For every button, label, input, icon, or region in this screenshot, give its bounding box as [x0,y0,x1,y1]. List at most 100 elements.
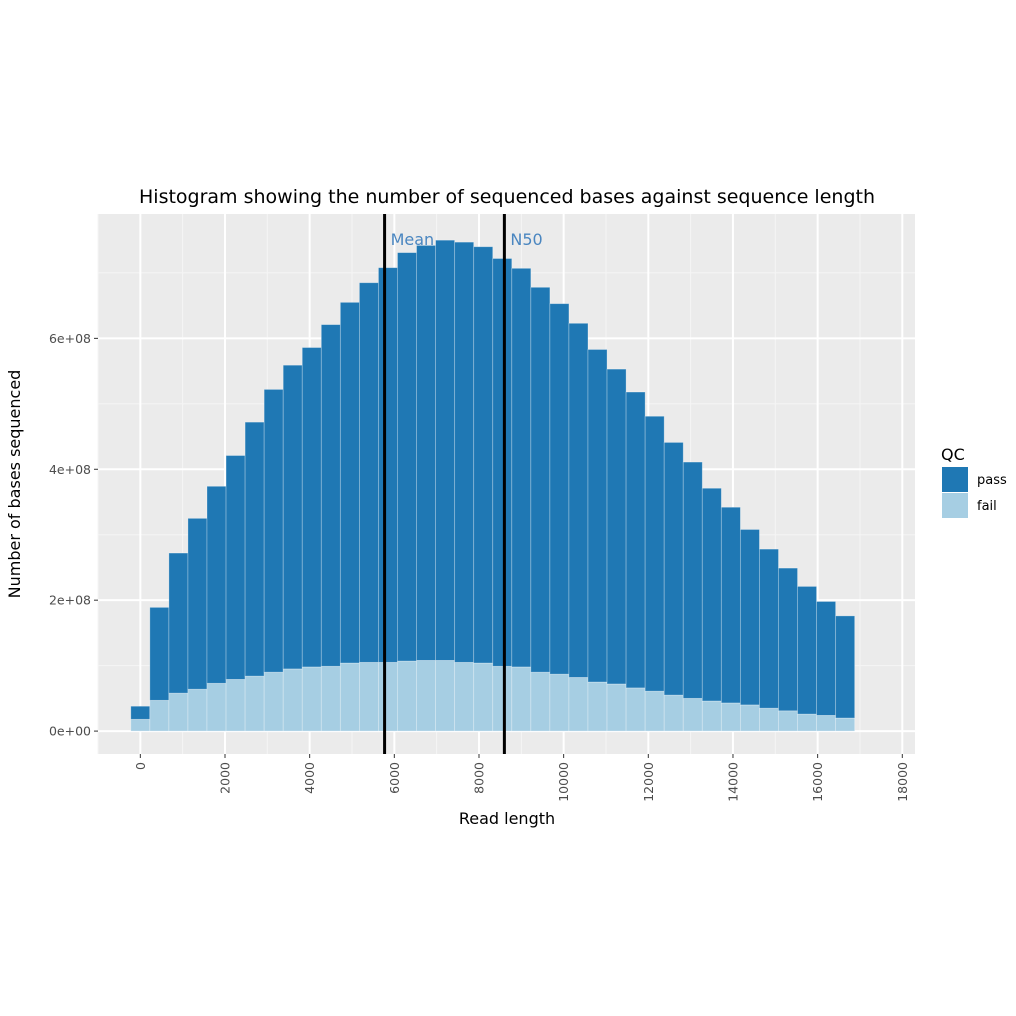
bar-pass [549,303,570,675]
chart-title: Histogram showing the number of sequence… [139,186,875,208]
bar-pass [320,324,341,667]
bar-fail [511,666,532,732]
x-tick-label: 18000 [895,762,910,802]
bar-fail [301,666,322,732]
vline-label-n50: N50 [510,230,542,249]
bar-pass [378,267,398,663]
x-tick-label: 8000 [471,762,486,794]
bar-fail [835,717,856,732]
bars [130,239,856,732]
x-axis-title: Read length [459,809,555,828]
bar-fail [149,699,170,732]
x-tick-label: 0 [133,762,148,770]
bar-pass [225,455,246,680]
bar-fail [759,707,779,732]
bar-pass [244,421,265,677]
bar-pass [797,586,817,715]
bar-pass [530,286,551,673]
y-tick-label: 4e+08 [49,462,91,477]
x-tick-label: 6000 [387,762,402,794]
bar-pass [568,322,589,678]
bar-fail [378,661,398,732]
bar-pass [720,506,741,704]
bar-fail [739,704,760,732]
bar-pass [397,252,417,662]
bar-fail [492,665,513,732]
bar-pass [168,552,189,694]
x-tick-label: 16000 [810,762,825,802]
bar-pass [263,389,284,673]
bar-pass [206,485,227,684]
bar-pass [511,267,532,668]
x-axis: 0 2000 4000 6000 8000 10000 12000 14000 16000 180… [133,754,910,802]
reference-lines: Mean N50 [383,214,543,754]
bar-fail [397,660,417,732]
vline-label-mean: Mean [391,230,435,249]
bar-pass [778,567,798,712]
bar-fail [797,713,817,732]
bar-fail [816,714,837,732]
bar-fail [720,702,741,732]
bar-pass [454,241,475,663]
bar-fail [587,681,608,732]
bar-pass [130,705,151,720]
y-axis-title: Number of bases sequenced [5,370,24,599]
bar-pass [835,615,856,719]
bar-pass [816,601,837,716]
x-tick-label: 10000 [556,762,571,802]
bar-pass [149,606,170,701]
x-tick-label: 12000 [641,762,656,802]
bar-fail [701,700,722,732]
bar-pass [339,301,360,664]
legend-label-fail: fail [977,499,997,514]
bar-pass [492,258,513,667]
bar-fail [625,687,646,732]
legend-swatch-fail [942,493,968,518]
bar-pass [739,529,760,706]
bar-fail [282,668,303,732]
bar-fail [435,660,456,732]
bar-fail [454,661,475,732]
bar-fail [473,662,494,732]
bar-pass [606,368,627,685]
bar-fail [530,671,551,732]
bar-fail [682,697,703,732]
bar-pass [435,239,456,661]
bar-fail [416,660,436,732]
bar-pass [473,246,494,664]
bar-pass [759,548,779,709]
y-tick-label: 0e+00 [49,724,91,739]
bar-pass [625,391,646,689]
bar-fail [778,710,798,732]
bar-fail [187,688,208,732]
bar-fail [225,678,246,732]
x-tick-label: 14000 [725,762,740,802]
bar-fail [339,662,360,732]
bar-pass [416,245,436,661]
bar-fail [568,677,589,732]
bar-fail [263,671,284,732]
legend: QC pass fail [941,445,1007,518]
bar-fail [606,683,627,732]
bar-pass [663,442,684,696]
legend-title: QC [941,445,965,464]
bar-pass [682,461,703,699]
y-tick-label: 2e+08 [49,593,91,608]
legend-label-pass: pass [977,473,1007,488]
bar-pass [701,487,722,702]
bar-fail [130,718,151,732]
bar-pass [282,364,303,670]
bar-fail [549,673,570,732]
bar-fail [168,692,189,732]
y-tick-label: 6e+08 [49,331,91,346]
bar-pass [358,282,379,663]
x-tick-label: 4000 [302,762,317,794]
bar-fail [644,690,665,732]
legend-swatch-pass [942,467,968,492]
bar-pass [587,349,608,683]
bar-fail [358,661,379,732]
bar-fail [206,682,227,732]
x-tick-label: 2000 [217,762,232,794]
bar-pass [187,517,208,690]
bar-fail [244,675,265,732]
